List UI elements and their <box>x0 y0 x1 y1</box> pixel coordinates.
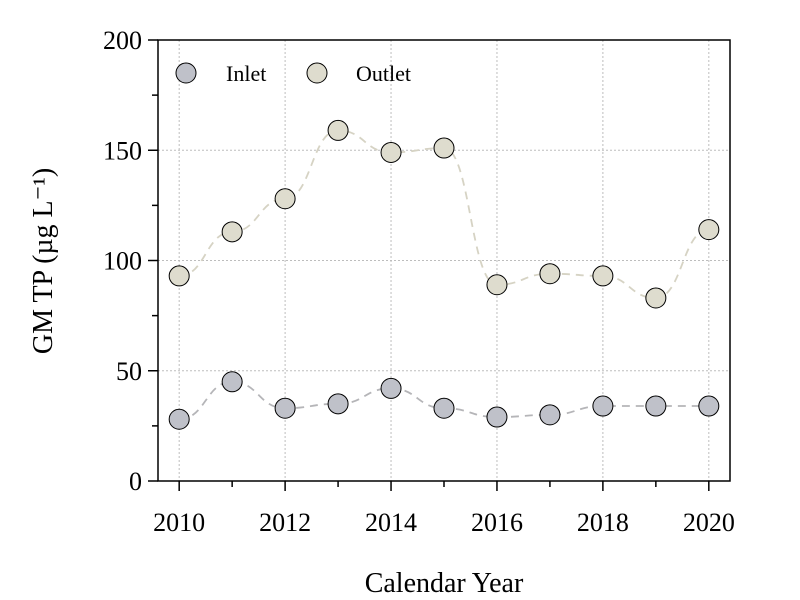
inlet-point <box>645 395 667 417</box>
x-axis-title: Calendar Year <box>365 568 524 599</box>
series-line-inlet <box>179 380 709 421</box>
legend-label-outlet: Outlet <box>356 61 411 86</box>
x-tick-label: 2018 <box>577 508 629 537</box>
inlet-point <box>221 371 243 393</box>
outlet-point <box>327 119 349 141</box>
x-tick-label: 2010 <box>153 508 205 537</box>
outlet-point <box>274 188 296 210</box>
legend-label-inlet: Inlet <box>226 61 266 86</box>
outlet-point <box>380 141 402 163</box>
x-tick-label: 2014 <box>365 508 417 537</box>
outlet-point <box>168 265 190 287</box>
inlet-point <box>539 404 561 426</box>
y-tick-label: 100 <box>103 247 142 276</box>
y-tick-label: 0 <box>129 467 142 496</box>
inlet-point <box>380 377 402 399</box>
outlet-point <box>486 274 508 296</box>
legend-marker-inlet <box>175 62 197 84</box>
series-lines <box>179 129 709 421</box>
inlet-point <box>433 397 455 419</box>
outlet-point <box>221 221 243 243</box>
outlet-point <box>539 263 561 285</box>
inlet-point <box>592 395 614 417</box>
outlet-point <box>592 265 614 287</box>
data-points <box>168 119 720 430</box>
inlet-point <box>274 397 296 419</box>
outlet-point <box>645 287 667 309</box>
y-tick-label: 50 <box>116 357 142 386</box>
outlet-point <box>698 219 720 241</box>
y-axis-title: GM TP (µg L⁻¹) <box>28 168 59 354</box>
inlet-point <box>327 393 349 415</box>
inlet-point <box>168 408 190 430</box>
y-tick-label: 200 <box>103 26 142 55</box>
legend-marker-outlet <box>306 62 328 84</box>
x-tick-label: 2020 <box>683 508 735 537</box>
x-tick-label: 2012 <box>259 508 311 537</box>
inlet-point <box>486 406 508 428</box>
axis-ticks: 2010 2012 2014 2016 2018 2020 0 50 100 150 200 <box>103 26 735 537</box>
x-tick-label: 2016 <box>471 508 523 537</box>
y-tick-label: 150 <box>103 136 142 165</box>
legend: Inlet Outlet <box>175 61 411 86</box>
inlet-point <box>698 395 720 417</box>
outlet-point <box>433 137 455 159</box>
